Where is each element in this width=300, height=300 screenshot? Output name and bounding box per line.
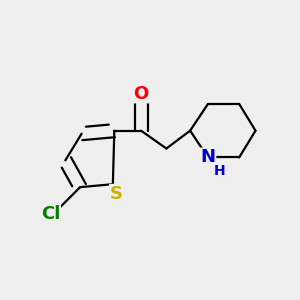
Text: N: N (200, 148, 215, 166)
Text: H: H (214, 164, 226, 178)
Text: Cl: Cl (41, 205, 60, 223)
Text: S: S (110, 185, 123, 203)
Text: O: O (134, 85, 149, 103)
